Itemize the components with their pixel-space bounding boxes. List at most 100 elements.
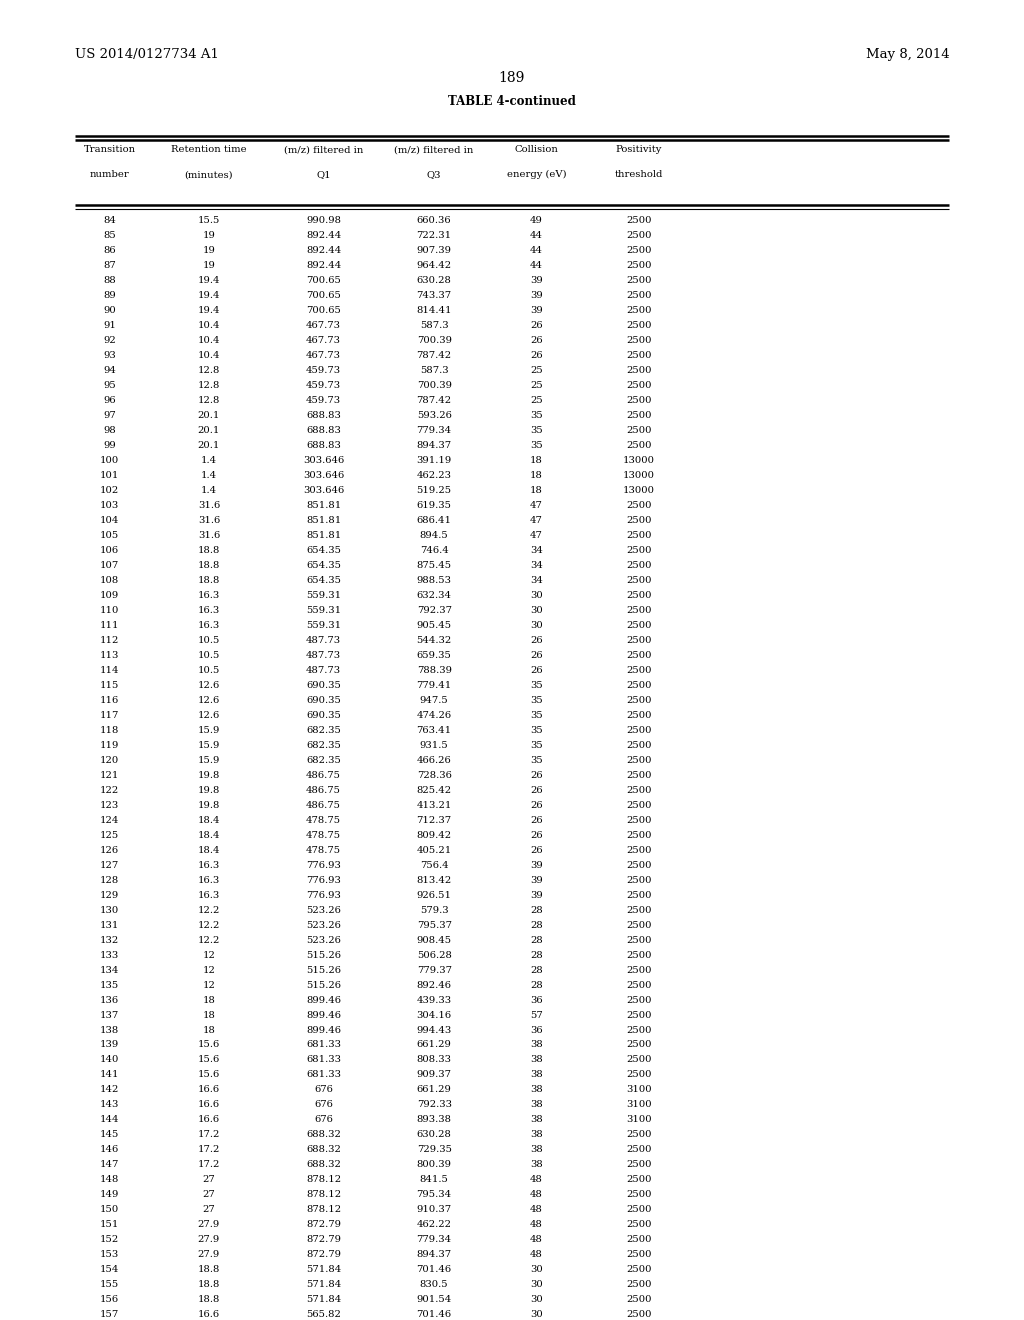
Text: 10.5: 10.5 [198, 667, 220, 675]
Text: 830.5: 830.5 [420, 1280, 449, 1290]
Text: 25: 25 [530, 396, 543, 405]
Text: 478.75: 478.75 [306, 846, 341, 855]
Text: 878.12: 878.12 [306, 1175, 341, 1184]
Text: 2500: 2500 [627, 1236, 651, 1245]
Text: 2500: 2500 [627, 426, 651, 436]
Text: 15.6: 15.6 [198, 1056, 220, 1064]
Text: 12: 12 [203, 966, 215, 974]
Text: 98: 98 [103, 426, 116, 436]
Text: 2500: 2500 [627, 351, 651, 360]
Text: 2500: 2500 [627, 891, 651, 900]
Text: 116: 116 [100, 696, 119, 705]
Text: 35: 35 [530, 412, 543, 420]
Text: 19: 19 [203, 261, 215, 271]
Text: 27.9: 27.9 [198, 1250, 220, 1259]
Text: 2500: 2500 [627, 292, 651, 301]
Text: 17.2: 17.2 [198, 1146, 220, 1155]
Text: 133: 133 [100, 950, 119, 960]
Text: 487.73: 487.73 [306, 651, 341, 660]
Text: 467.73: 467.73 [306, 351, 341, 360]
Text: 26: 26 [530, 636, 543, 645]
Text: 16.3: 16.3 [198, 861, 220, 870]
Text: Retention time: Retention time [171, 145, 247, 154]
Text: 700.39: 700.39 [417, 337, 452, 346]
Text: 39: 39 [530, 861, 543, 870]
Text: 593.26: 593.26 [417, 412, 452, 420]
Text: 2500: 2500 [627, 741, 651, 750]
Text: 34: 34 [530, 546, 543, 556]
Text: 35: 35 [530, 426, 543, 436]
Text: 151: 151 [100, 1220, 119, 1229]
Text: 413.21: 413.21 [417, 801, 452, 809]
Text: Collision: Collision [515, 145, 558, 154]
Text: 474.26: 474.26 [417, 711, 452, 719]
Text: 16.6: 16.6 [198, 1101, 220, 1109]
Text: 30: 30 [530, 1311, 543, 1319]
Text: 18: 18 [203, 1026, 215, 1035]
Text: 18.8: 18.8 [198, 1280, 220, 1290]
Text: 92: 92 [103, 337, 116, 346]
Text: 39: 39 [530, 306, 543, 315]
Text: 12.8: 12.8 [198, 381, 220, 391]
Text: 776.93: 776.93 [306, 875, 341, 884]
Text: 142: 142 [100, 1085, 119, 1094]
Text: 19: 19 [203, 231, 215, 240]
Text: 38: 38 [530, 1115, 543, 1125]
Text: 908.45: 908.45 [417, 936, 452, 945]
Text: 35: 35 [530, 696, 543, 705]
Text: 119: 119 [100, 741, 119, 750]
Text: 10.5: 10.5 [198, 636, 220, 645]
Text: 901.54: 901.54 [417, 1295, 452, 1304]
Text: 2500: 2500 [627, 726, 651, 735]
Text: 700.39: 700.39 [417, 381, 452, 391]
Text: 28: 28 [530, 981, 543, 990]
Text: 1.4: 1.4 [201, 486, 217, 495]
Text: 94: 94 [103, 367, 116, 375]
Text: 405.21: 405.21 [417, 846, 452, 855]
Text: 2500: 2500 [627, 231, 651, 240]
Text: 2500: 2500 [627, 576, 651, 585]
Text: 48: 48 [530, 1175, 543, 1184]
Text: 12.6: 12.6 [198, 696, 220, 705]
Text: 44: 44 [530, 261, 543, 271]
Text: 125: 125 [100, 830, 119, 840]
Text: 756.4: 756.4 [420, 861, 449, 870]
Text: 12.8: 12.8 [198, 367, 220, 375]
Text: 809.42: 809.42 [417, 830, 452, 840]
Text: 19.4: 19.4 [198, 276, 220, 285]
Text: 2500: 2500 [627, 1205, 651, 1214]
Text: 12.6: 12.6 [198, 681, 220, 690]
Text: 872.79: 872.79 [306, 1220, 341, 1229]
Text: 459.73: 459.73 [306, 396, 341, 405]
Text: 19.8: 19.8 [198, 785, 220, 795]
Text: 899.46: 899.46 [306, 995, 341, 1005]
Text: 2500: 2500 [627, 1295, 651, 1304]
Text: 140: 140 [100, 1056, 119, 1064]
Text: 926.51: 926.51 [417, 891, 452, 900]
Text: 676: 676 [314, 1101, 333, 1109]
Text: 38: 38 [530, 1130, 543, 1139]
Text: 89: 89 [103, 292, 116, 301]
Text: 2500: 2500 [627, 846, 651, 855]
Text: 2500: 2500 [627, 261, 651, 271]
Text: 523.26: 523.26 [306, 920, 341, 929]
Text: 127: 127 [100, 861, 119, 870]
Text: 2500: 2500 [627, 785, 651, 795]
Text: 132: 132 [100, 936, 119, 945]
Text: 143: 143 [100, 1101, 119, 1109]
Text: 800.39: 800.39 [417, 1160, 452, 1170]
Text: 813.42: 813.42 [417, 875, 452, 884]
Text: threshold: threshold [614, 170, 664, 180]
Text: 30: 30 [530, 620, 543, 630]
Text: 18.8: 18.8 [198, 1295, 220, 1304]
Text: 2500: 2500 [627, 981, 651, 990]
Text: 660.36: 660.36 [417, 216, 452, 226]
Text: 18: 18 [530, 471, 543, 480]
Text: 28: 28 [530, 936, 543, 945]
Text: 34: 34 [530, 561, 543, 570]
Text: 19.8: 19.8 [198, 771, 220, 780]
Text: Positivity: Positivity [615, 145, 663, 154]
Text: 2500: 2500 [627, 247, 651, 256]
Text: 688.83: 688.83 [306, 426, 341, 436]
Text: 117: 117 [100, 711, 119, 719]
